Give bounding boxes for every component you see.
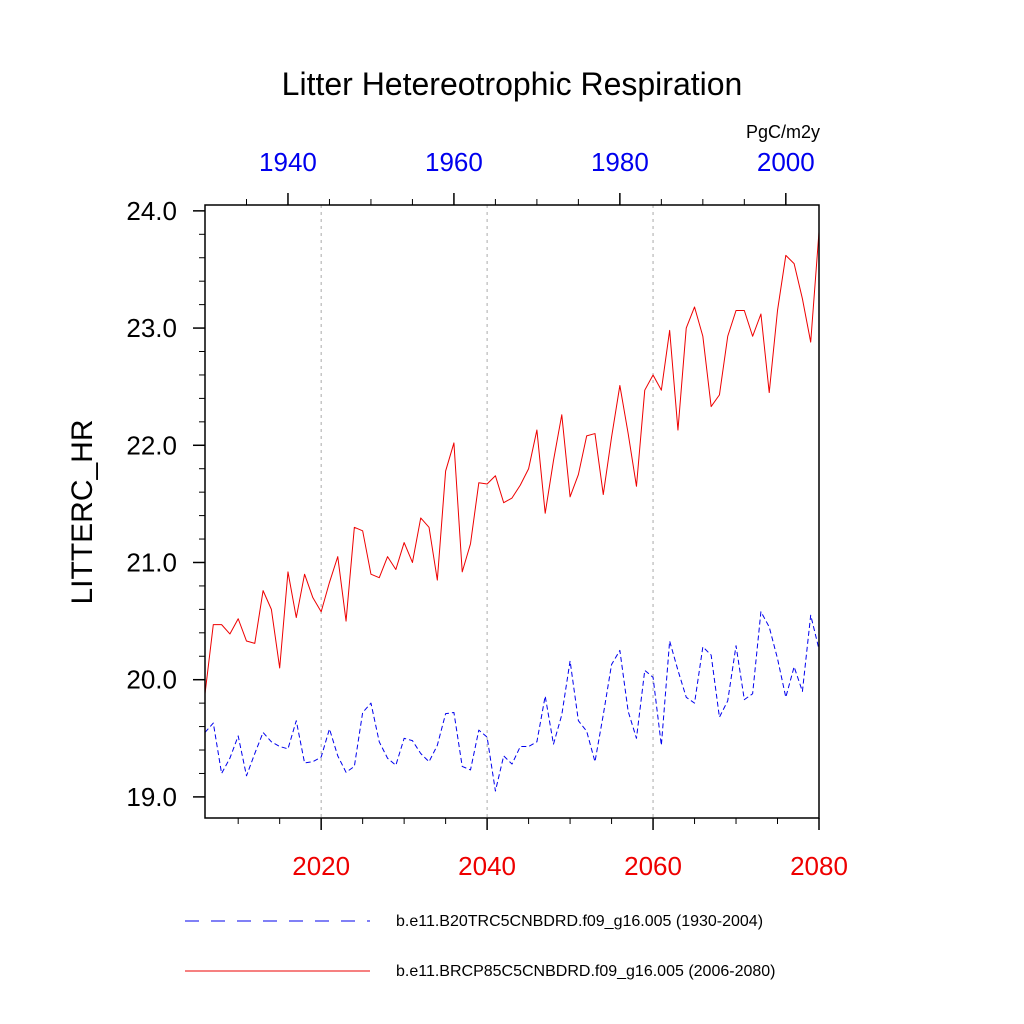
units-label: PgC/m2y bbox=[746, 122, 820, 142]
axis-ticks bbox=[193, 193, 820, 830]
series-lines bbox=[204, 231, 820, 792]
x-top-tick-label: 1960 bbox=[425, 147, 483, 177]
x-bottom-tick-label: 2080 bbox=[790, 851, 848, 881]
x-top-tick-label: 2000 bbox=[757, 147, 815, 177]
y-tick-label: 22.0 bbox=[126, 430, 177, 460]
y-tick-label: 23.0 bbox=[126, 313, 177, 343]
tick-labels: 19.0 20.0 21.0 22.0 23.0 24.0 2020 2040 2060 2080… bbox=[126, 147, 848, 881]
legend-label-rcp85: b.e11.BRCP85C5CNBDRD.f09_g16.005 (2006-2… bbox=[396, 963, 775, 980]
legend: b.e11.B20TRC5CNBDRD.f09_g16.005 (1930-20… bbox=[185, 913, 775, 980]
y-tick-label: 21.0 bbox=[126, 547, 177, 577]
x-top-tick-label: 1940 bbox=[259, 147, 317, 177]
y-tick-label: 24.0 bbox=[126, 196, 177, 226]
chart-title: Litter Hetereotrophic Respiration bbox=[282, 66, 743, 102]
x-top-tick-label: 1980 bbox=[591, 147, 649, 177]
series-rcp85-line bbox=[204, 231, 820, 694]
grid-lines bbox=[320, 205, 654, 818]
y-tick-label: 19.0 bbox=[126, 782, 177, 812]
series-historical-line bbox=[204, 611, 820, 792]
x-bottom-tick-label: 2040 bbox=[458, 851, 516, 881]
x-bottom-tick-label: 2020 bbox=[292, 851, 350, 881]
y-axis-label: LITTERC_HR bbox=[66, 419, 99, 604]
y-tick-label: 20.0 bbox=[126, 665, 177, 695]
plot-frame bbox=[204, 204, 820, 819]
legend-label-historical: b.e11.B20TRC5CNBDRD.f09_g16.005 (1930-20… bbox=[396, 913, 763, 930]
x-bottom-tick-label: 2060 bbox=[624, 851, 682, 881]
